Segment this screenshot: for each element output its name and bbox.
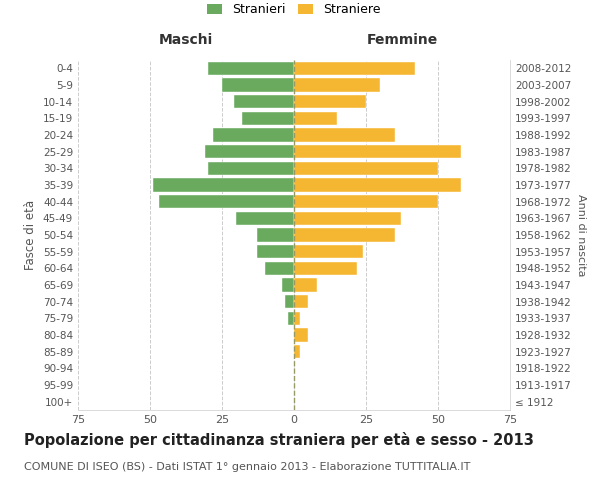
Bar (294, 328, 308, 342)
Bar (283, 278, 294, 291)
Bar (208, 62, 294, 75)
Text: Maschi: Maschi (159, 32, 213, 46)
Bar (222, 78, 294, 92)
Bar (158, 195, 294, 208)
Bar (294, 295, 308, 308)
Text: Femmine: Femmine (367, 32, 437, 46)
Bar (294, 178, 461, 192)
Bar (294, 112, 337, 125)
Text: COMUNE DI ISEO (BS) - Dati ISTAT 1° gennaio 2013 - Elaborazione TUTTITALIA.IT: COMUNE DI ISEO (BS) - Dati ISTAT 1° genn… (24, 462, 470, 472)
Bar (257, 228, 294, 241)
Bar (214, 128, 294, 141)
Bar (153, 178, 294, 192)
Bar (236, 212, 294, 225)
Bar (294, 312, 300, 325)
Legend: Stranieri, Straniere: Stranieri, Straniere (207, 4, 381, 16)
Bar (294, 345, 300, 358)
Text: Popolazione per cittadinanza straniera per età e sesso - 2013: Popolazione per cittadinanza straniera p… (24, 432, 534, 448)
Bar (294, 62, 415, 75)
Bar (294, 262, 358, 275)
Bar (294, 95, 366, 108)
Bar (294, 245, 363, 258)
Bar (288, 312, 294, 325)
Bar (294, 78, 380, 92)
Bar (265, 262, 294, 275)
Bar (257, 245, 294, 258)
Bar (294, 212, 401, 225)
Bar (294, 195, 438, 208)
Y-axis label: Fasce di età: Fasce di età (25, 200, 37, 270)
Bar (233, 95, 294, 108)
Bar (294, 145, 461, 158)
Bar (242, 112, 294, 125)
Bar (294, 228, 395, 241)
Bar (294, 162, 438, 175)
Bar (294, 128, 395, 141)
Bar (205, 145, 294, 158)
Bar (286, 295, 294, 308)
Bar (208, 162, 294, 175)
Bar (294, 278, 317, 291)
Y-axis label: Anni di nascita: Anni di nascita (575, 194, 586, 276)
